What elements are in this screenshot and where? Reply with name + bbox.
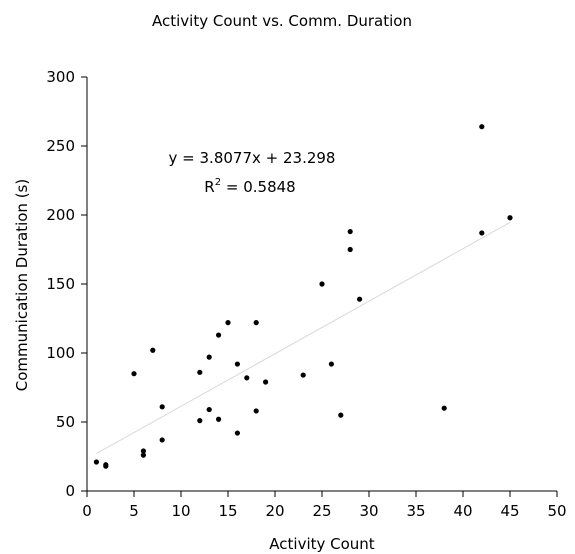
r-squared-symbol: R	[204, 178, 214, 196]
data-point	[140, 452, 146, 458]
r-squared-value: = 0.5848	[221, 178, 296, 196]
y-tick-label: 50	[56, 413, 75, 431]
x-tick-label: 50	[547, 502, 566, 520]
data-point	[357, 296, 363, 302]
x-axis-ticks: 0 5 10 15 20 25 30 35 40 45 50	[82, 491, 567, 520]
x-tick-label: 20	[265, 502, 284, 520]
data-point	[244, 375, 250, 381]
data-point	[347, 246, 353, 253]
plot-area: 0 5 10 15 20 25 30 35 40 45 50 0 50 100 150 200 250 300	[46, 68, 566, 520]
r-squared-label: R2 = 0.5848	[204, 177, 295, 196]
x-tick-label: 0	[82, 502, 92, 520]
data-point	[225, 320, 231, 326]
data-point	[328, 361, 334, 367]
data-point	[140, 448, 146, 454]
data-point	[103, 462, 109, 468]
data-point	[234, 430, 240, 436]
data-point	[131, 371, 137, 377]
y-axis-label: Communication Duration (s)	[13, 179, 31, 391]
x-tick-label: 10	[171, 502, 190, 520]
data-point	[159, 404, 165, 410]
data-point	[263, 379, 269, 385]
data-point	[159, 437, 165, 443]
x-axis-label: Activity Count	[269, 535, 375, 553]
data-point	[300, 372, 306, 378]
y-tick-label: 200	[46, 206, 75, 224]
y-axis-ticks: 0 50 100 150 200 250 300	[46, 68, 87, 500]
data-point	[479, 124, 485, 130]
x-tick-label: 40	[453, 502, 472, 520]
data-point	[216, 332, 222, 338]
data-point	[197, 369, 203, 375]
data-point	[216, 416, 222, 422]
x-tick-label: 5	[129, 502, 139, 520]
trendline	[96, 221, 511, 455]
data-point	[253, 320, 259, 326]
y-tick-label: 300	[46, 68, 75, 86]
data-point	[441, 405, 447, 411]
data-point	[206, 354, 212, 360]
data-point	[507, 215, 513, 221]
data-point	[150, 347, 156, 353]
data-point	[234, 361, 240, 367]
x-tick-label: 15	[218, 502, 237, 520]
x-tick-label: 30	[359, 502, 378, 520]
r-squared-superscript: 2	[215, 177, 221, 188]
data-point	[253, 408, 259, 414]
y-tick-label: 100	[46, 344, 75, 362]
y-tick-label: 0	[65, 482, 75, 500]
data-point	[479, 230, 485, 236]
data-point	[319, 281, 325, 287]
y-tick-label: 150	[46, 275, 75, 293]
y-tick-label: 250	[46, 137, 75, 155]
data-point	[197, 418, 203, 424]
data-point	[338, 412, 344, 418]
data-point	[347, 228, 353, 235]
data-points	[93, 124, 513, 469]
trendline-equation: y = 3.8077x + 23.298	[169, 149, 336, 167]
x-tick-label: 25	[312, 502, 331, 520]
data-point	[206, 406, 212, 413]
chart-title: Activity Count vs. Comm. Duration	[152, 12, 412, 30]
data-point	[93, 459, 99, 465]
x-tick-label: 35	[406, 502, 425, 520]
x-tick-label: 45	[500, 502, 519, 520]
